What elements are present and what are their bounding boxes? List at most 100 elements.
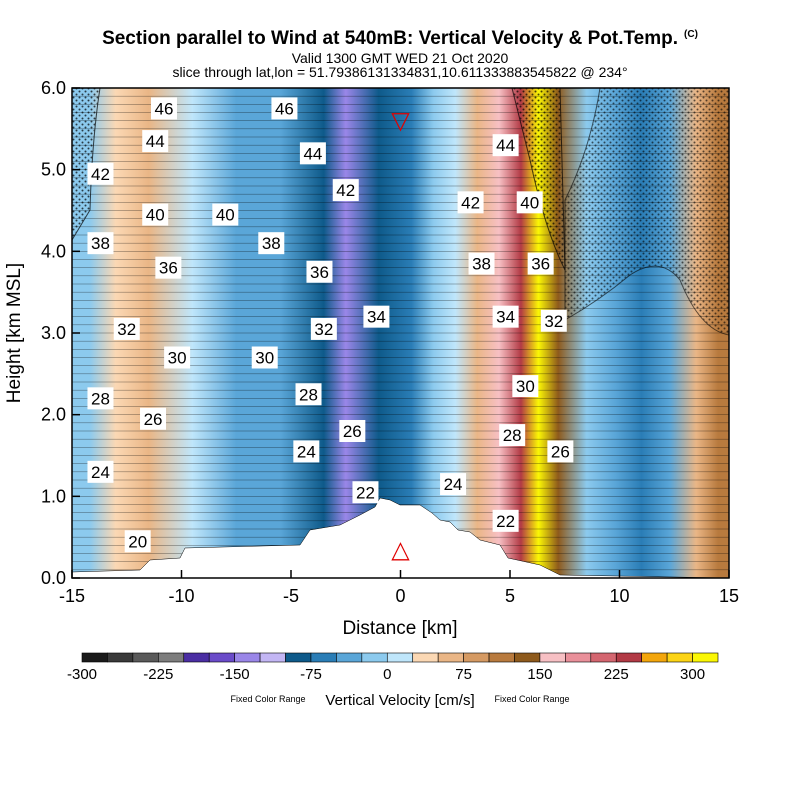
contour-label-text: 36 [159, 259, 178, 278]
contour-label: 32 [310, 317, 337, 340]
y-tick-label: 4.0 [41, 241, 66, 261]
contour-label-box [492, 134, 519, 157]
contour-label-box [142, 130, 169, 153]
contour-label-text: 42 [336, 181, 355, 200]
contour-label-box [87, 387, 114, 410]
colorbar: -300 -225 -150 -75 0 75 150 225 300 [67, 652, 719, 683]
contour-label: 40 [212, 203, 239, 226]
terrain [72, 497, 729, 578]
contour-label-text: 24 [91, 463, 110, 482]
contour-label: 46 [271, 97, 298, 120]
contour-label-text: 24 [444, 475, 463, 494]
x-tick-label: -15 [59, 586, 85, 606]
contour-label-text: 38 [91, 234, 110, 253]
y-tick-label: 6.0 [41, 78, 66, 98]
colorbar-swatch [310, 652, 337, 663]
location-marker: ▽ [391, 108, 410, 135]
contour-label-box [140, 407, 167, 430]
contour-label: 28 [87, 387, 114, 410]
colorbar-swatch [514, 652, 541, 663]
slice-info: slice through lat,lon = 51.7938613133483… [172, 64, 628, 80]
contour-label-text: 30 [516, 377, 535, 396]
contour-label: 38 [87, 232, 114, 255]
contour-labels: 46 44 42 40 40 38 36 38 46 44 42 36 34 32 32 30 30 28 28 26… [87, 97, 574, 553]
chart-title-text: Section parallel to Wind at 540mB: Verti… [102, 28, 679, 49]
contour-label-box [87, 162, 114, 185]
contour-label-text: 46 [155, 99, 174, 118]
contour-label-box [299, 142, 326, 165]
contour-label-text: 30 [255, 349, 274, 368]
contour-label-text: 34 [496, 308, 515, 327]
colorbar-tick-label: 225 [604, 666, 629, 683]
contour-label-box [251, 346, 278, 369]
x-tick-label: 10 [609, 586, 629, 606]
contour-label-box [468, 252, 495, 275]
contour-label-text: 40 [146, 206, 165, 225]
contour-label-text: 32 [314, 320, 333, 339]
contour-label-text: 36 [310, 263, 329, 282]
contour-label-text: 22 [496, 512, 515, 531]
contour-label-text: 24 [297, 442, 316, 461]
contour-label-box [492, 305, 519, 328]
contour-label: 32 [113, 317, 140, 340]
colorbar-swatch [81, 652, 108, 663]
colorbar-swatch [539, 652, 566, 663]
contour-label-box [527, 252, 554, 275]
colorbar-swatch [208, 652, 235, 663]
y-tick-label: 3.0 [41, 323, 66, 343]
colorbar-tick-label: -150 [220, 666, 250, 683]
contour-label-text: 44 [303, 144, 322, 163]
colorbar-swatch [641, 652, 668, 663]
contour-label-box [540, 309, 567, 332]
colorbar-tick-label: -225 [143, 666, 173, 683]
contour-label-box [212, 203, 239, 226]
colorbar-swatch [590, 652, 617, 663]
y-axis: 0.0 1.0 2.0 3.0 4.0 5.0 6.0 [41, 78, 80, 588]
colorbar-swatch [132, 652, 159, 663]
contour-label-text: 46 [275, 99, 294, 118]
colorbar-swatch [285, 652, 312, 663]
colorbar-tick-label: 0 [383, 666, 391, 683]
contour-label-text: 22 [356, 483, 375, 502]
contour-label-box [499, 424, 526, 447]
contour-label-text: 26 [144, 410, 163, 429]
colorbar-swatch [183, 652, 210, 663]
colorbar-swatch [692, 652, 719, 663]
contour-label-text: 44 [146, 132, 165, 151]
contour-label-box [271, 97, 298, 120]
contour-label-text: 38 [472, 255, 491, 274]
contour-label: 36 [155, 256, 182, 279]
stipple-region-left [72, 88, 101, 241]
contour-label: 26 [339, 420, 366, 442]
contour-label-box [339, 420, 366, 442]
contour-label-text: 42 [461, 193, 480, 212]
colorbar-swatch [107, 652, 134, 663]
colorbar-swatch [615, 652, 642, 663]
contour-label: 22 [352, 481, 379, 504]
contour-label-text: 42 [91, 165, 110, 184]
contour-label: 44 [492, 134, 519, 157]
y-tick-label: 0.0 [41, 568, 66, 588]
contour-label: 42 [457, 191, 484, 214]
colorbar-tick-label: -75 [300, 666, 322, 683]
colorbar-swatch [463, 652, 490, 663]
contour-label-box [258, 232, 285, 255]
colorbar-swatch [488, 652, 515, 663]
contour-label-box [150, 97, 177, 120]
contour-label-text: 36 [531, 255, 550, 274]
contour-label: 36 [306, 260, 333, 283]
contour-label-box [363, 305, 390, 328]
contour-label: 26 [547, 440, 574, 463]
y-tick-label: 5.0 [41, 160, 66, 180]
colorbar-swatch [412, 652, 439, 663]
contour-label: 28 [499, 424, 526, 447]
x-tick-label: -10 [168, 586, 194, 606]
contour-label-box [87, 460, 114, 483]
colorbar-label: Vertical Velocity [cm/s] [325, 692, 474, 709]
contour-label: 40 [516, 191, 543, 214]
contour-label: 22 [492, 509, 519, 532]
contour-label-box [516, 191, 543, 214]
location-marker: △ [391, 536, 410, 563]
colorbar-tick-label: -300 [67, 666, 97, 683]
colorbar-note-right: Fixed Color Range [494, 694, 569, 704]
